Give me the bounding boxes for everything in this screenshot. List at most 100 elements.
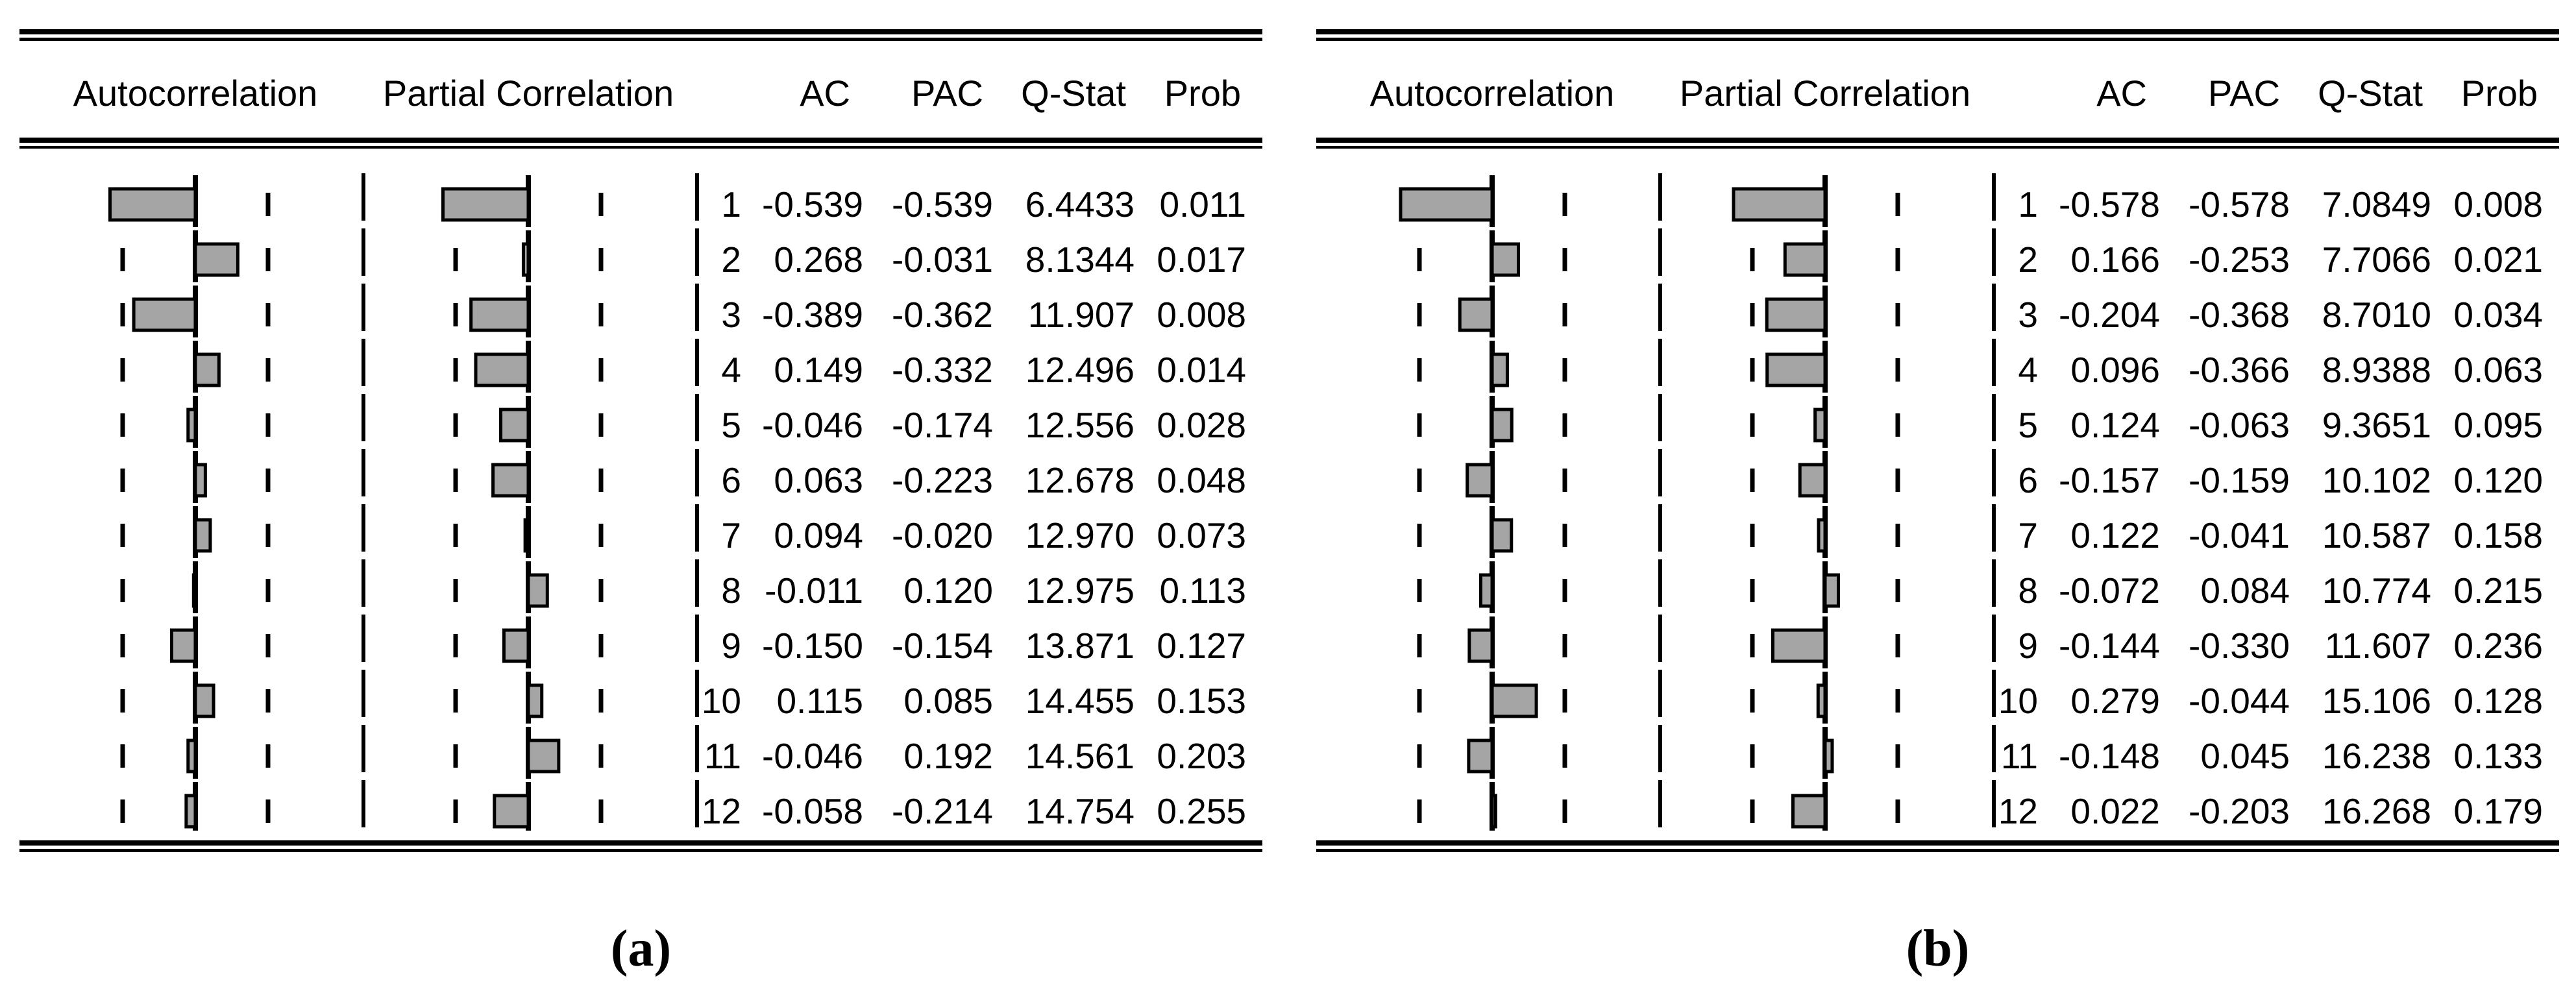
qstat-column-header: Q-Stat bbox=[1021, 73, 1126, 114]
partial-correlation-header: Partial Correlation bbox=[1679, 73, 1971, 114]
qstat-value: 16.238 bbox=[2322, 736, 2431, 776]
prob-value: 0.120 bbox=[2453, 460, 2543, 500]
ac-bar bbox=[1490, 408, 1514, 443]
ac-value: -0.144 bbox=[2059, 626, 2160, 666]
qstat-value: 16.268 bbox=[2322, 791, 2431, 831]
lag-label: 6 bbox=[721, 460, 741, 500]
ac-bar bbox=[186, 738, 197, 774]
prob-value: 0.063 bbox=[2453, 350, 2543, 390]
pac-value: 0.120 bbox=[903, 570, 993, 611]
prob-value: 0.128 bbox=[2453, 681, 2543, 721]
pac-value: -0.332 bbox=[892, 350, 993, 390]
qstat-value: 12.970 bbox=[1025, 515, 1135, 555]
ac-bar bbox=[1490, 683, 1538, 718]
ac-bar bbox=[169, 628, 197, 663]
prob-value: 0.008 bbox=[2453, 184, 2543, 225]
top-double-rule-line bbox=[1316, 38, 2559, 41]
pac-value: 0.085 bbox=[903, 681, 993, 721]
lag-label: 1 bbox=[721, 184, 741, 225]
ac-value: -0.150 bbox=[762, 626, 863, 666]
prob-value: 0.255 bbox=[1157, 791, 1246, 831]
qstat-value: 7.0849 bbox=[2322, 184, 2431, 225]
qstat-value: 8.7010 bbox=[2322, 295, 2431, 335]
qstat-value: 12.496 bbox=[1025, 350, 1135, 390]
ac-value: -0.148 bbox=[2059, 736, 2160, 776]
ac-column-header: AC bbox=[2096, 73, 2147, 114]
ac-value: -0.046 bbox=[762, 405, 863, 445]
pac-bar bbox=[1798, 463, 1827, 498]
autocorrelation-header: Autocorrelation bbox=[73, 73, 318, 114]
qstat-value: 8.9388 bbox=[2322, 350, 2431, 390]
ac-bar bbox=[1490, 518, 1514, 553]
lag-label: 1 bbox=[2018, 184, 2038, 225]
panel-caption-a: (a) bbox=[610, 920, 672, 977]
pac-bar bbox=[469, 297, 530, 332]
pac-value: 0.084 bbox=[2200, 570, 2290, 611]
lag-label: 12 bbox=[702, 791, 741, 831]
ac-value: -0.011 bbox=[765, 570, 863, 611]
qstat-value: 9.3651 bbox=[2322, 405, 2431, 445]
pac-bar bbox=[493, 794, 530, 829]
bottom-double-rule-line bbox=[1316, 840, 2559, 846]
bottom-double-rule-line bbox=[19, 840, 1262, 846]
prob-value: 0.028 bbox=[1157, 405, 1246, 445]
ac-bar bbox=[193, 463, 207, 498]
correlogram-panel-a: Autocorrelation Partial Correlation AC P… bbox=[19, 29, 1262, 990]
pac-bar bbox=[1783, 242, 1827, 277]
header-double-rule-line bbox=[1316, 146, 2559, 149]
ac-bar bbox=[193, 352, 221, 387]
prob-value: 0.127 bbox=[1157, 626, 1246, 666]
pac-bar bbox=[491, 463, 530, 498]
prob-value: 0.095 bbox=[2453, 405, 2543, 445]
prob-value: 0.133 bbox=[2453, 736, 2543, 776]
pac-bar bbox=[526, 738, 561, 774]
prob-value: 0.048 bbox=[1157, 460, 1246, 500]
lag-label: 10 bbox=[1998, 681, 2038, 721]
ac-bar bbox=[132, 297, 197, 332]
pac-value: -0.539 bbox=[892, 184, 993, 225]
pac-bar bbox=[499, 408, 530, 443]
autocorrelation-header: Autocorrelation bbox=[1369, 73, 1615, 114]
pac-bar bbox=[521, 242, 530, 277]
lag-label: 6 bbox=[2018, 460, 2038, 500]
pac-value: -0.203 bbox=[2189, 791, 2290, 831]
lag-label: 7 bbox=[2018, 515, 2038, 555]
ac-value: 0.096 bbox=[2070, 350, 2160, 390]
pac-bar bbox=[526, 683, 544, 718]
pac-value: -0.174 bbox=[892, 405, 993, 445]
lag-label: 4 bbox=[2018, 350, 2038, 390]
pac-value: -0.253 bbox=[2189, 239, 2290, 280]
pac-value: -0.063 bbox=[2189, 405, 2290, 445]
pac-value: -0.366 bbox=[2189, 350, 2290, 390]
lag-label: 11 bbox=[704, 736, 741, 776]
qstat-value: 14.754 bbox=[1025, 791, 1135, 831]
prob-value: 0.008 bbox=[1157, 295, 1246, 335]
pac-bar bbox=[1813, 408, 1827, 443]
ac-value: -0.578 bbox=[2059, 184, 2160, 225]
qstat-value: 12.975 bbox=[1025, 570, 1135, 611]
prob-value: 0.021 bbox=[2453, 239, 2543, 280]
qstat-value: 11.907 bbox=[1028, 295, 1135, 335]
pac-value: 0.045 bbox=[2200, 736, 2290, 776]
prob-value: 0.017 bbox=[1157, 239, 1246, 280]
lag-label: 10 bbox=[702, 681, 741, 721]
prob-column-header: Prob bbox=[1164, 73, 1241, 114]
lag-label: 11 bbox=[2001, 736, 2038, 776]
lag-label: 7 bbox=[721, 515, 741, 555]
ac-value: -0.389 bbox=[762, 295, 863, 335]
ac-bar bbox=[1458, 297, 1494, 332]
partial-correlation-header: Partial Correlation bbox=[382, 73, 674, 114]
ac-bar bbox=[193, 683, 215, 718]
qstat-value: 11.607 bbox=[2325, 626, 2431, 666]
lag-label: 9 bbox=[2018, 626, 2038, 666]
pac-value: -0.578 bbox=[2189, 184, 2290, 225]
pac-column-header: PAC bbox=[2208, 73, 2280, 114]
ac-bar bbox=[191, 573, 197, 608]
pac-column-header: PAC bbox=[911, 73, 983, 114]
qstat-value: 10.102 bbox=[2322, 460, 2431, 500]
ac-bar bbox=[1490, 352, 1509, 387]
pac-value: -0.020 bbox=[892, 515, 993, 555]
ac-bar bbox=[108, 187, 197, 222]
ac-bar bbox=[1478, 573, 1494, 608]
header-double-rule-line bbox=[1316, 138, 2559, 143]
